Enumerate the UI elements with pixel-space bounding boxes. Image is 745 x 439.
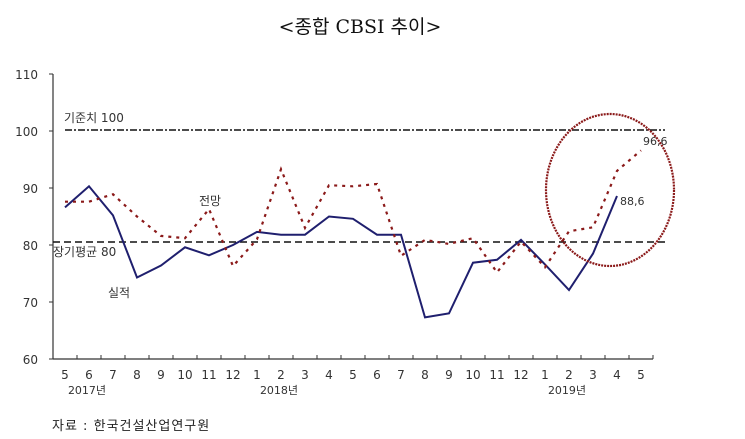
year-label: 2019년 [548,384,586,397]
x-tick-label: 4 [613,368,621,382]
x-tick-label: 11 [489,368,504,382]
y-tick-label: 90 [23,182,38,196]
x-tick-label: 5 [349,368,357,382]
x-tick-label: 4 [325,368,333,382]
series-forecast-line [65,149,642,275]
x-tick-label: 11 [201,368,216,382]
x-tick-label: 12 [513,368,528,382]
y-tick-label: 100 [15,125,38,139]
last-forecast-value-label: 96,6 [643,135,668,148]
y-tick-label: 110 [15,68,38,82]
x-tick-label: 2 [565,368,573,382]
highlight-circle [544,112,676,268]
x-tick-label: 7 [397,368,405,382]
x-tick-label: 3 [589,368,597,382]
x-tick-label: 3 [301,368,309,382]
y-tick-label: 80 [23,239,38,253]
reference-label-80: 장기평균 80 [53,245,116,259]
reference-label-100: 기준치 100 [64,111,124,125]
y-tick-label: 60 [23,353,38,367]
x-tick-label: 12 [225,368,240,382]
x-tick-label: 1 [253,368,261,382]
x-tick-label: 1 [541,368,549,382]
annotations: 실적 전망 88,6 96,6 [108,112,676,300]
x-tick-label: 7 [109,368,117,382]
x-tick-label: 10 [177,368,192,382]
reference-lines: 기준치 100 장기평균 80 [53,111,665,259]
actual-series-label: 실적 [108,286,130,300]
x-tick-label: 9 [445,368,453,382]
x-tick-label: 9 [157,368,165,382]
chart-title: <종합 CBSI 추이> [278,16,442,38]
x-tick-label: 6 [85,368,93,382]
series-actual-line [64,184,618,319]
y-axis: 60 70 80 90 100 110 [15,68,54,367]
year-label: 2017년 [68,384,106,397]
y-tick-label: 70 [23,296,38,310]
x-tick-label: 5 [61,368,69,382]
source-note: 자료 : 한국건설산업연구원 [52,419,211,434]
data-series [64,149,642,319]
x-tick-label: 8 [133,368,141,382]
x-tick-label: 2 [277,368,285,382]
x-tick-label: 10 [465,368,480,382]
x-tick-label: 6 [373,368,381,382]
x-tick-label: 5 [637,368,645,382]
year-label: 2018년 [260,384,298,397]
forecast-series-label: 전망 [199,194,221,208]
last-actual-value-label: 88,6 [620,195,645,208]
x-tick-label: 8 [421,368,429,382]
